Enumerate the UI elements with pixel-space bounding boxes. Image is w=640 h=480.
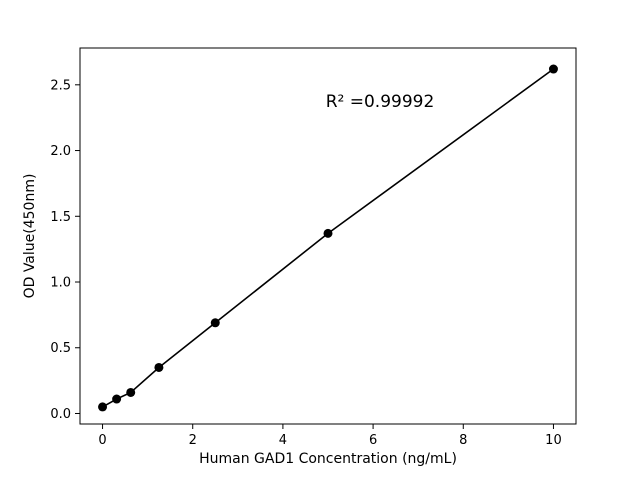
x-tick-label: 0 [98,433,106,448]
data-point [323,228,333,238]
data-point [154,362,164,372]
y-tick-label: 0.0 [50,407,71,422]
x-tick-label: 6 [369,433,377,448]
data-point [210,318,220,328]
y-tick-label: 0.5 [50,341,71,356]
plot-frame [79,47,577,425]
y-tick-label: 2.5 [50,78,71,93]
x-tick-label: 4 [279,433,287,448]
x-tick-label: 8 [459,433,467,448]
y-tick-label: 1.0 [50,276,71,291]
fit-line [102,68,554,408]
y-axis-label: OD Value(450nm) [22,173,38,299]
data-point [126,387,136,397]
data-point [112,394,122,404]
x-tick-label: 10 [545,433,562,448]
r-squared-annotation: R² =0.99992 [325,92,435,112]
y-tick-label: 2.0 [50,144,71,159]
data-point [98,402,108,412]
data-point [548,64,558,74]
x-axis-label: Human GAD1 Concentration (ng/mL) [199,451,457,467]
x-tick-label: 2 [189,433,197,448]
y-tick-label: 1.5 [50,210,71,225]
